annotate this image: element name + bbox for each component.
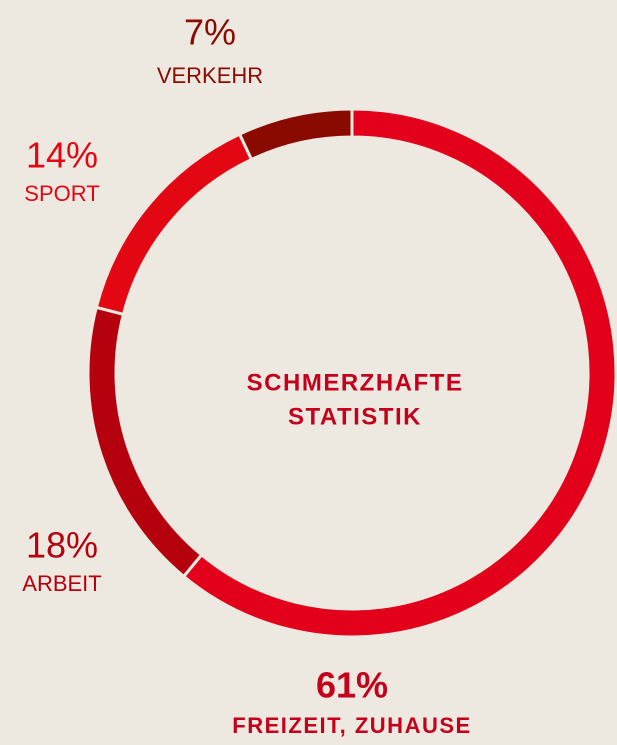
value-label: 14% xyxy=(26,135,98,176)
center-title: STATISTIK xyxy=(288,403,422,430)
category-label: VERKEHR xyxy=(157,63,263,88)
category-label: FREIZEIT, ZUHAUSE xyxy=(232,713,471,738)
category-label: ARBEIT xyxy=(22,571,101,596)
category-label: SPORT xyxy=(24,181,99,206)
value-label: 7% xyxy=(184,12,236,53)
value-label: 61% xyxy=(316,665,388,706)
donut-segment xyxy=(237,107,354,162)
center-title: SCHMERZHAFTE xyxy=(247,369,464,396)
value-label: 18% xyxy=(26,525,98,566)
